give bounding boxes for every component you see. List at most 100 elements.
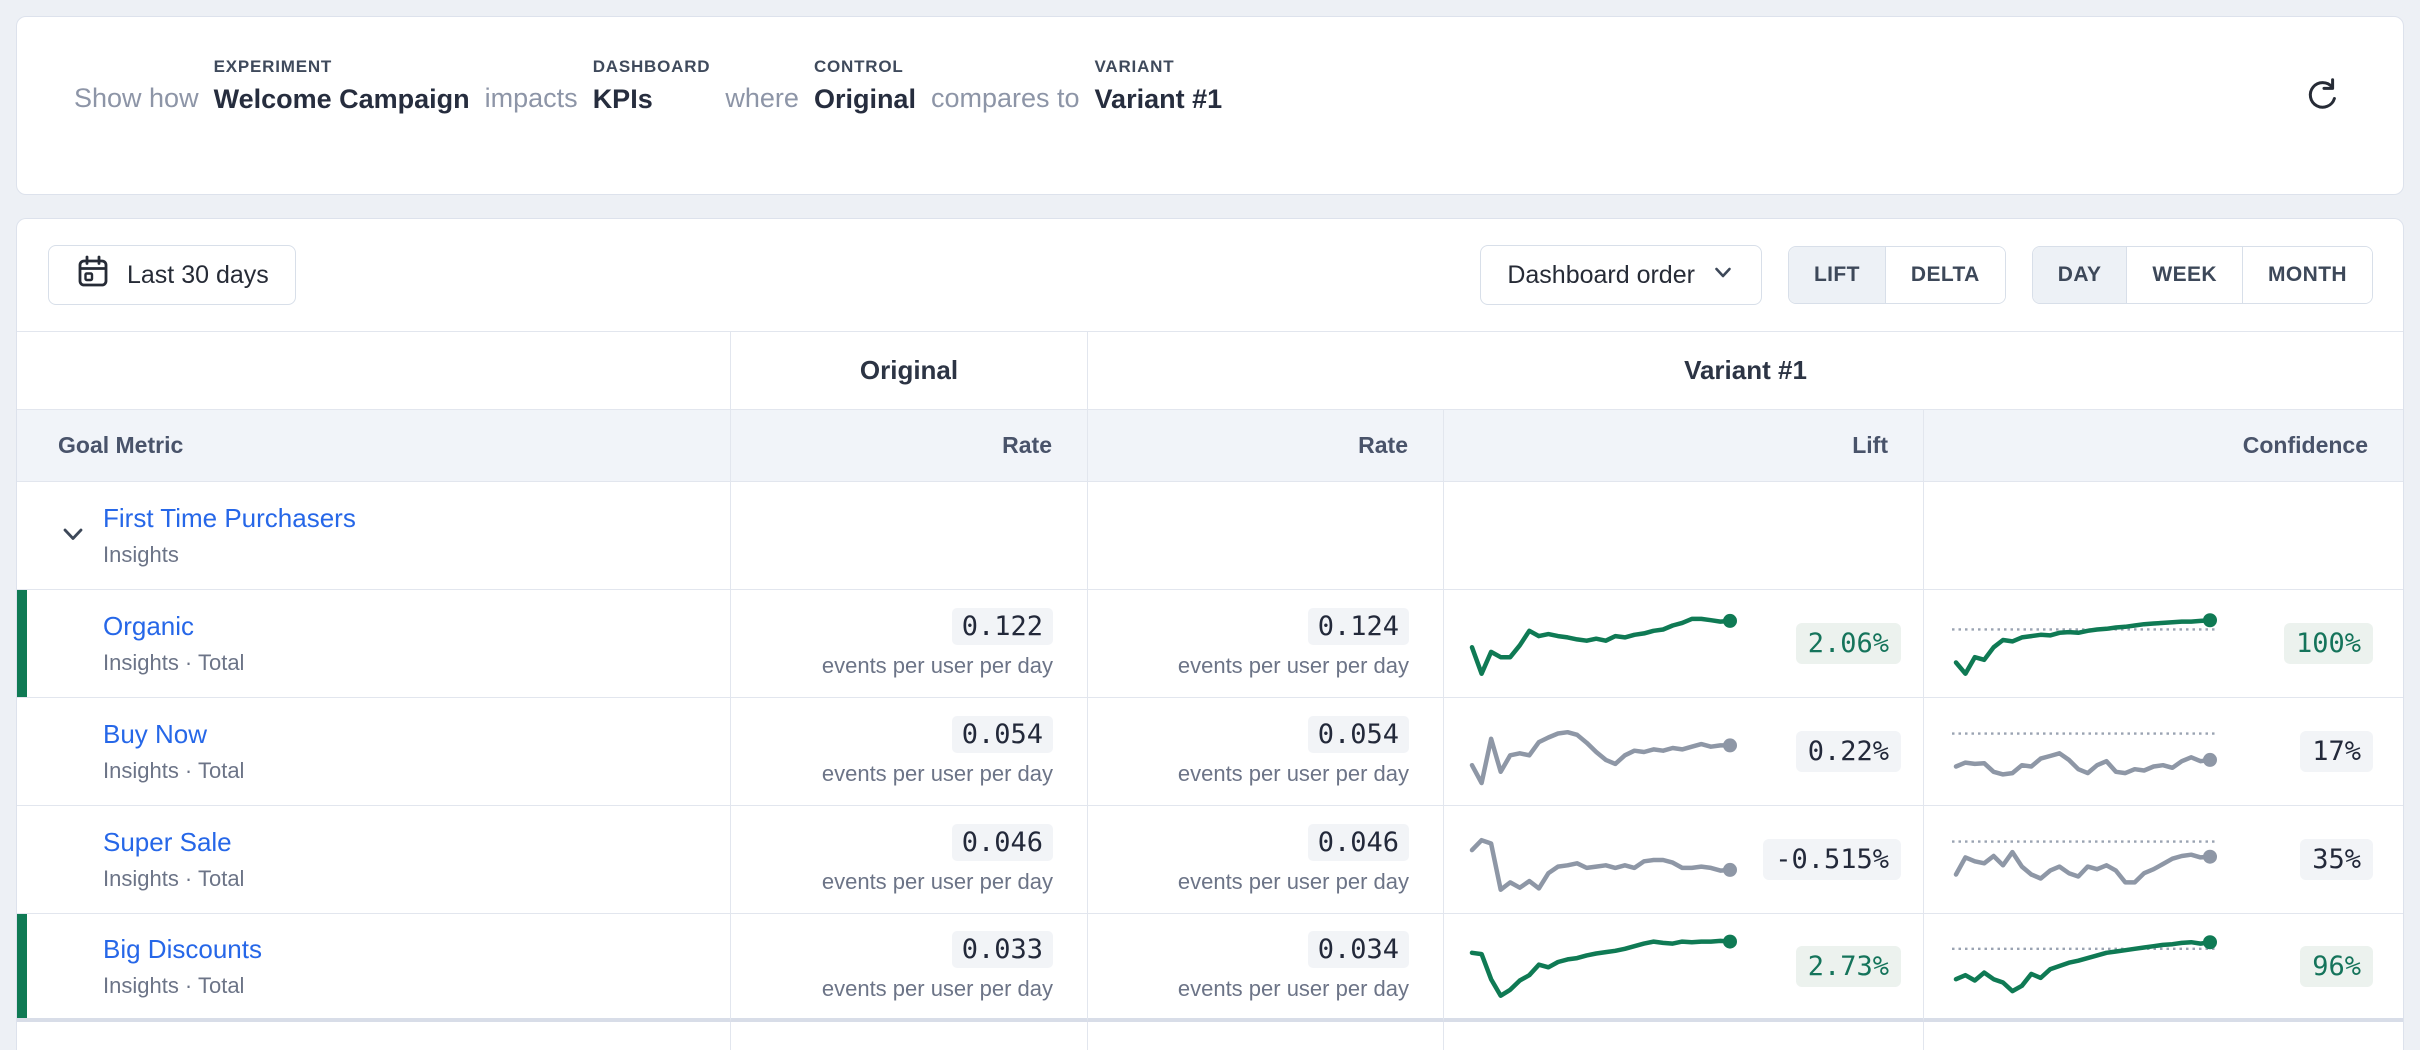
lift-sparkline (1469, 613, 1737, 676)
metric-source: Insights · Total (103, 866, 245, 891)
rate-unit-label: events per user per day (821, 975, 1053, 1001)
query-connector-word: compares to (930, 83, 1080, 113)
toggle-month[interactable]: MONTH (2242, 247, 2372, 303)
control-rate-cell: 0.122 events per user per day (731, 590, 1088, 698)
confidence-sparkline (1952, 935, 2217, 994)
partial-row-cell (17, 1022, 731, 1050)
control-rate-cell (731, 482, 1088, 590)
query-experiment-selector[interactable]: EXPERIMENT Welcome Campaign (214, 57, 470, 117)
metric-cell: Buy Now Insights · Total (17, 698, 731, 806)
query-connector-word: where (725, 83, 799, 113)
confidence-cell: 35% (1924, 806, 2403, 914)
lift-value-badge: 2.73% (1795, 945, 1901, 987)
control-rate-cell: 0.054 events per user per day (731, 698, 1088, 806)
lift-cell: 0.22% (1444, 698, 1924, 806)
chevron-down-icon (1711, 260, 1735, 291)
query-connector-word: Show how (74, 83, 199, 113)
query-value: KPIs (592, 84, 653, 114)
confidence-value-badge: 100% (2283, 623, 2373, 664)
col-header-goal-metric: Goal Metric (17, 410, 731, 482)
report-card: Last 30 days Dashboard order LIFT DELTA D… (16, 218, 2404, 1050)
metric-source: Insights (103, 542, 179, 567)
variant-rate-cell: 0.054 events per user per day (1088, 698, 1444, 806)
query-phrase: Show how EXPERIMENT Welcome Campaign impact… (74, 57, 2283, 117)
query-dashboard-selector[interactable]: DASHBOARD KPIs (593, 57, 711, 117)
partial-row-cell (1924, 1022, 2403, 1050)
metric-cell: Big Discounts Insights · Total (17, 914, 731, 1022)
variant-rate-cell: 0.046 events per user per day (1088, 806, 1444, 914)
chevron-down-icon (59, 520, 87, 551)
rate-unit-label: events per user per day (821, 869, 1053, 894)
variant-rate-cell (1088, 482, 1444, 590)
refresh-button[interactable] (2299, 73, 2347, 121)
collapse-row-button[interactable] (58, 521, 88, 551)
dashboard-order-button[interactable]: Dashboard order (1480, 245, 1762, 305)
confidence-cell: 17% (1924, 698, 2403, 806)
lift-cell (1444, 482, 1924, 590)
rate-unit-label: events per user per day (821, 653, 1053, 678)
variant-rate-value: 0.046 (1307, 824, 1409, 861)
query-label: DASHBOARD (592, 57, 711, 76)
lift-cell: 2.06% (1444, 590, 1924, 698)
col-header-variant-rate: Rate (1088, 410, 1444, 482)
lift-cell: 2.73% (1444, 914, 1924, 1022)
lift-sparkline (1469, 934, 1737, 998)
col-header-confidence: Confidence (1924, 410, 2403, 482)
metric-cell: Organic Insights · Total (17, 590, 731, 698)
lift-value-badge: -0.515% (1763, 839, 1901, 880)
query-connector-word: impacts (484, 83, 578, 113)
control-rate-cell: 0.046 events per user per day (731, 806, 1088, 914)
variant-rate-value: 0.034 (1307, 930, 1409, 968)
query-value: Variant #1 (1094, 84, 1223, 114)
partial-row-cell (731, 1022, 1088, 1050)
query-variant-selector[interactable]: VARIANT Variant #1 (1095, 57, 1223, 117)
confidence-sparkline (1952, 731, 2217, 777)
metric-link[interactable]: Big Discounts (103, 933, 262, 964)
query-label: VARIANT (1094, 57, 1175, 76)
control-rate-value: 0.054 (951, 716, 1053, 753)
metric-link[interactable]: Organic (103, 611, 195, 641)
confidence-value-badge: 17% (2300, 731, 2373, 772)
variant-rate-value: 0.054 (1307, 716, 1409, 753)
refresh-icon (2301, 74, 2345, 121)
calendar-icon (75, 254, 111, 297)
rate-unit-label: events per user per day (821, 761, 1053, 786)
metric-link[interactable]: First Time Purchasers (103, 503, 356, 533)
rate-unit-label: events per user per day (1177, 761, 1409, 786)
col-header-lift: Lift (1444, 410, 1924, 482)
metric-cell: First Time Purchasers Insights (17, 482, 731, 590)
query-label: CONTROL (813, 57, 904, 76)
control-rate-value: 0.122 (951, 608, 1053, 645)
metric-cell: Super Sale Insights · Total (17, 806, 731, 914)
confidence-value-badge: 35% (2300, 839, 2373, 880)
rate-unit-label: events per user per day (1177, 975, 1409, 1001)
variant-rate-value: 0.124 (1307, 608, 1409, 645)
lift-cell: -0.515% (1444, 806, 1924, 914)
group-header-spacer (17, 332, 731, 410)
lift-value-badge: 0.22% (1795, 731, 1901, 772)
toggle-lift[interactable]: LIFT (1788, 247, 1885, 303)
confidence-value-badge: 96% (2300, 945, 2373, 987)
toggle-day[interactable]: DAY (2032, 247, 2127, 303)
control-rate-cell: 0.033 events per user per day (731, 914, 1088, 1022)
confidence-cell: 100% (1924, 590, 2403, 698)
metric-link[interactable]: Buy Now (103, 719, 208, 749)
confidence-cell (1924, 482, 2403, 590)
day-week-month-toggle: DAY WEEK MONTH (2031, 246, 2373, 304)
toggle-delta[interactable]: DELTA (1884, 247, 2005, 303)
date-range-button[interactable]: Last 30 days (48, 245, 296, 305)
rate-unit-label: events per user per day (1177, 869, 1409, 894)
lift-delta-toggle: LIFT DELTA (1787, 246, 2006, 304)
query-control-selector[interactable]: CONTROL Original (814, 57, 916, 117)
col-header-control-rate: Rate (731, 410, 1088, 482)
date-range-label: Last 30 days (127, 260, 269, 289)
toggle-week[interactable]: WEEK (2126, 247, 2242, 303)
control-rate-value: 0.033 (951, 930, 1053, 968)
metric-source: Insights · Total (103, 758, 245, 783)
group-header-control: Original (731, 332, 1088, 410)
partial-row-cell (1444, 1022, 1924, 1050)
experiment-query-card: Show how EXPERIMENT Welcome Campaign impact… (16, 16, 2404, 195)
lift-sparkline (1469, 837, 1737, 892)
metric-link[interactable]: Super Sale (103, 827, 232, 857)
query-value: Original (813, 84, 916, 114)
